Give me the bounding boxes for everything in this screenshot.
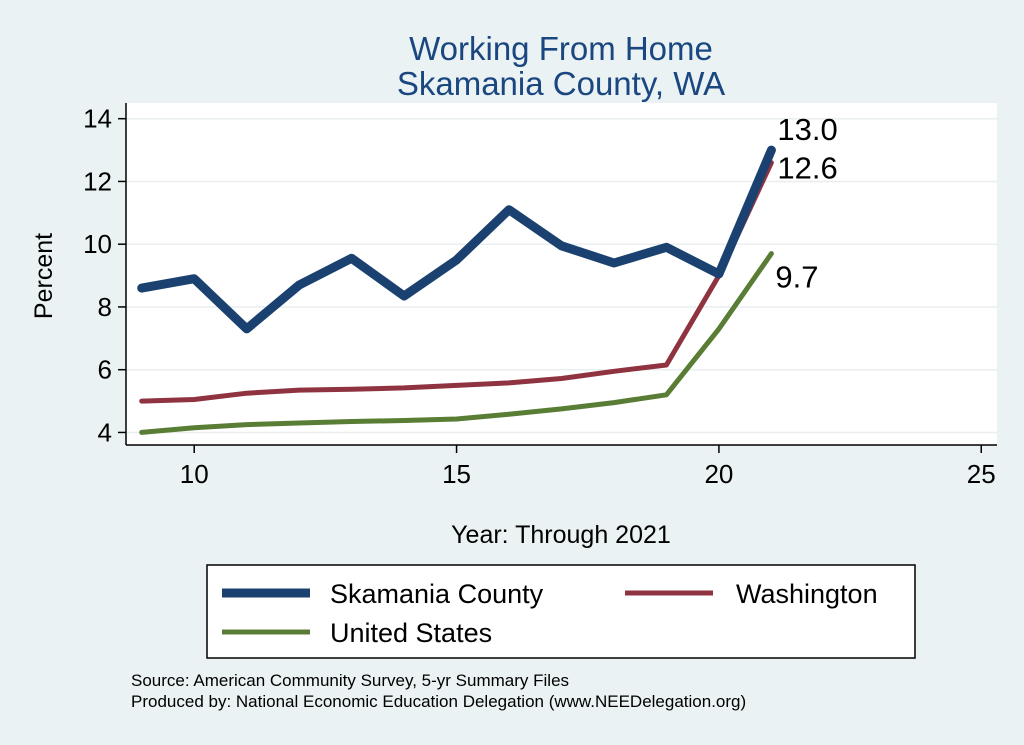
- series-line-washington: [139, 160, 774, 404]
- x-tick-label: 20: [704, 459, 733, 489]
- series-line-united-states: [139, 251, 774, 435]
- y-tick-label: 10: [83, 229, 112, 259]
- y-tick-label: 4: [98, 417, 112, 447]
- x-tick-label: 10: [180, 459, 209, 489]
- source-note: Source: American Community Survey, 5-yr …: [131, 671, 569, 690]
- y-tick-label: 14: [83, 104, 112, 134]
- chart-subtitle: Skamania County, WA: [397, 65, 725, 102]
- producer-note: Produced by: National Economic Education…: [131, 692, 746, 711]
- end-label-washington: 12.6: [777, 151, 837, 186]
- y-tick-label: 8: [98, 292, 112, 322]
- x-axis-title: Year: Through 2021: [451, 521, 671, 549]
- chart-title: Working From Home: [409, 30, 713, 67]
- legend-label-united-states: United States: [330, 618, 492, 648]
- end-label-skamania-county: 13.0: [777, 112, 837, 147]
- series-lines: [137, 145, 776, 435]
- y-tick-label: 6: [98, 355, 112, 385]
- y-axis-title: Percent: [30, 233, 58, 319]
- series-line-skamania-county: [137, 145, 776, 334]
- y-tick-label: 12: [83, 166, 112, 196]
- end-labels: 13.0 12.6 9.7: [775, 112, 837, 295]
- x-tick-label: 25: [967, 459, 996, 489]
- legend-label-washington: Washington: [736, 579, 878, 609]
- axes: 4 6 8 10 12 14 10 15 20 25: [83, 103, 997, 489]
- x-tick-label: 15: [442, 459, 471, 489]
- legend-box: [206, 564, 916, 659]
- legend-label-skamania: Skamania County: [330, 579, 544, 609]
- plot-area: [126, 103, 997, 445]
- end-label-united-states: 9.7: [775, 260, 818, 295]
- legend: Skamania County Washington United States: [206, 564, 916, 659]
